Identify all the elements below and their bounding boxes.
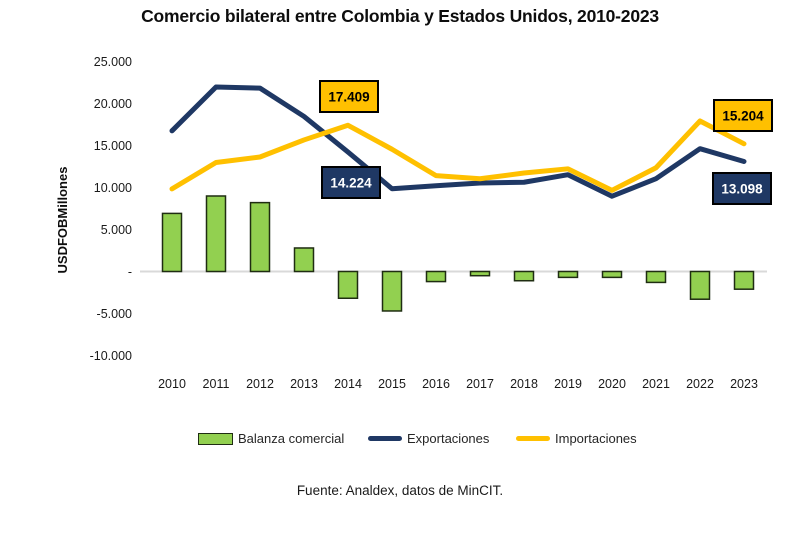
bar-balanza-comercial-2019 [557,270,579,279]
x-tick-label-2015: 2015 [378,377,406,391]
line-exportaciones [169,84,747,199]
bar-balanza-comercial-2016 [425,270,447,283]
y-tick-label: -5.000 [97,307,132,321]
legend-label-exportaciones: Exportaciones [407,431,490,446]
x-tick-label-2020: 2020 [598,377,626,391]
y-tick-label: 15.000 [94,139,132,153]
callout-box-importaciones-2023 [713,99,773,132]
bar-balanza-comercial-2021 [645,270,667,284]
legend-item-exportaciones: Exportaciones [368,431,489,446]
bar-balanza-comercial-2015 [381,270,403,312]
legend-label-importaciones: Importaciones [555,431,637,446]
callout-box-exportaciones-2023 [712,172,772,205]
y-tick-label: - [128,265,132,279]
bar-balanza-comercial-2011 [205,195,227,273]
y-axis-title: USDFOBMillones [55,167,70,274]
bar-balanza-comercial-2020 [601,270,623,279]
x-tick-label-2014: 2014 [334,377,362,391]
legend-swatch-importaciones [516,436,550,441]
x-tick-label-2023: 2023 [730,377,758,391]
x-tick-label-2013: 2013 [290,377,318,391]
legend-item-balanza-comercial: Balanza comercial [198,431,344,446]
x-tick-label-2022: 2022 [686,377,714,391]
x-tick-label-2011: 2011 [203,377,230,391]
y-tick-label: 10.000 [94,181,132,195]
x-tick-label-2017: 2017 [466,377,494,391]
x-tick-label-2019: 2019 [554,377,582,391]
y-tick-label: 25.000 [94,55,132,69]
line-importaciones [169,118,747,193]
legend-swatch-exportaciones [368,436,402,441]
bar-balanza-comercial-2010 [161,212,183,273]
legend-item-importaciones: Importaciones [516,431,637,446]
x-tick-label-2010: 2010 [158,377,186,391]
x-tick-label-2021: 2021 [642,377,670,391]
legend-label-balanza-comercial: Balanza comercial [238,431,345,446]
bar-balanza-comercial-2022 [689,270,711,300]
y-tick-label: 20.000 [94,97,132,111]
x-tick-label-2018: 2018 [510,377,538,391]
x-tick-label-2012: 2012 [246,377,274,391]
x-tick-label-2016: 2016 [422,377,450,391]
bar-balanza-comercial-2018 [513,270,535,282]
legend-swatch-balanza-comercial [198,432,233,445]
y-tick-label: -10.000 [90,349,132,363]
callout-value-importaciones-2023: 15.204 [722,109,764,124]
chart-title: Comercio bilateral entre Colombia y Esta… [141,6,659,26]
source-note: Fuente: Analdex, datos de MinCIT. [296,483,504,498]
callout-value-exportaciones-2023: 13.098 [721,182,763,197]
callout-value-exportaciones-2014: 14.224 [330,176,372,191]
y-tick-label: 5.000 [101,223,132,237]
callout-box-exportaciones-2014 [321,166,381,199]
bar-balanza-comercial-2017 [469,270,491,277]
bar-balanza-comercial-2012 [249,201,271,273]
bar-balanza-comercial-2014 [337,270,359,300]
bar-balanza-comercial-2013 [293,247,315,273]
bar-balanza-comercial-2023 [733,270,755,290]
callout-value-importaciones-2014: 17.409 [328,90,369,105]
callout-box-importaciones-2014 [319,80,379,113]
